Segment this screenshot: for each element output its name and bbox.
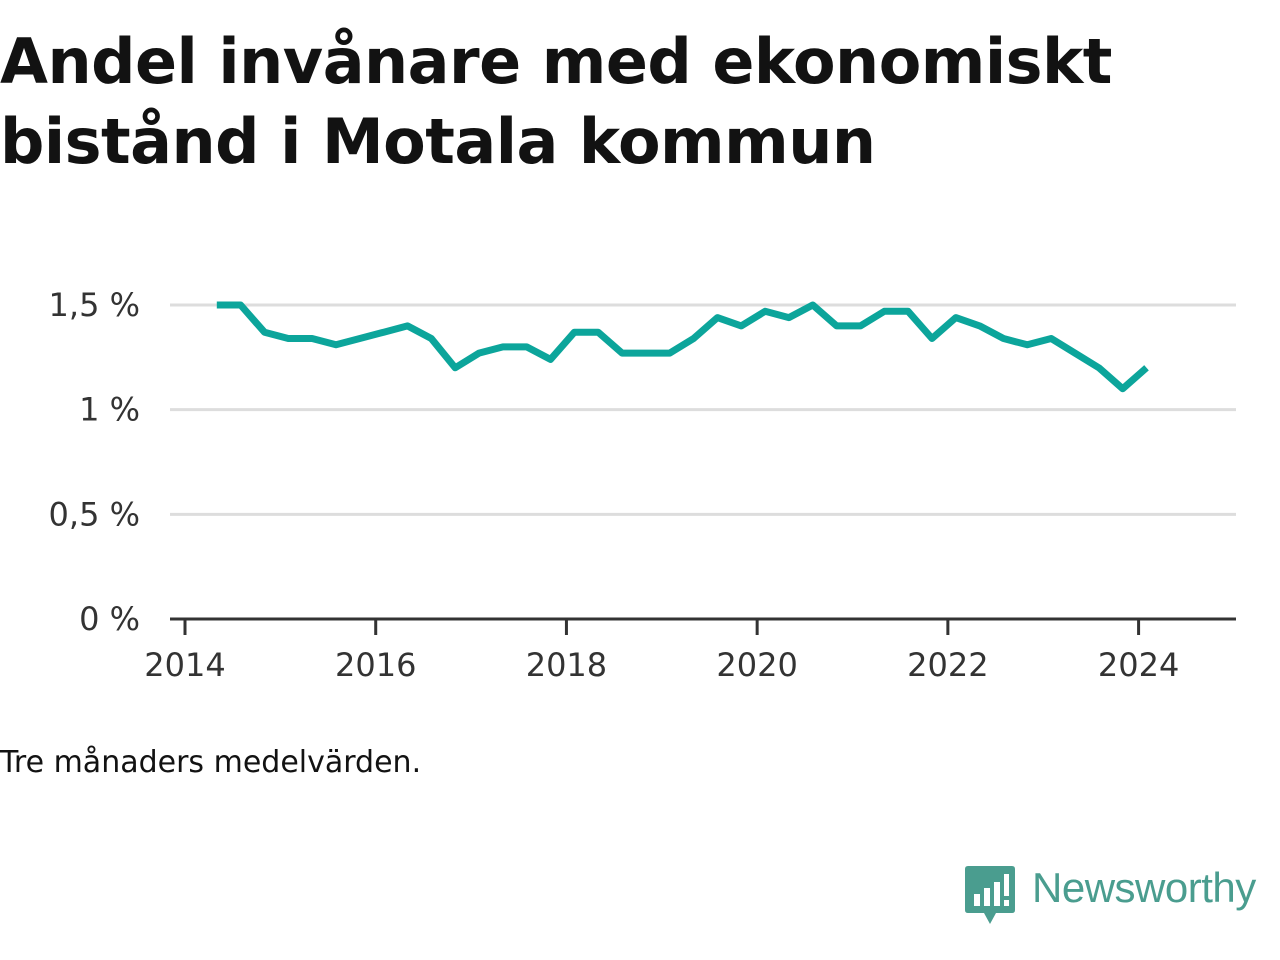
y-tick-label: 1,5 %	[49, 286, 140, 324]
series-line	[216, 301, 1149, 393]
x-tick-label: 2014	[144, 646, 225, 684]
x-tick-label: 2022	[907, 646, 988, 684]
y-tick-label: 0,5 %	[49, 495, 140, 533]
line-chart: 0 % 0,5 % 1 % 1,5 % 2014 2016 2018 2020 2022 202…	[49, 286, 1236, 684]
chart-title: Andel invånare med ekonomiskt bistånd i …	[0, 25, 1112, 178]
bar-chart-speech-bubble-icon	[965, 866, 1015, 924]
brand-name: Newsworthy	[1032, 864, 1256, 911]
x-axis: 2014 2016 2018 2020 2022 2024	[144, 619, 1179, 684]
x-tick-label: 2020	[716, 646, 797, 684]
gridlines	[170, 303, 1236, 516]
y-axis: 0 % 0,5 % 1 % 1,5 %	[49, 286, 140, 638]
brand-logo: Newsworthy	[964, 862, 1276, 928]
x-tick-label: 2018	[526, 646, 607, 684]
chart-note: Tre månaders medelvärden.	[0, 745, 422, 780]
x-tick-label: 2016	[335, 646, 416, 684]
y-tick-label: 0 %	[79, 600, 140, 638]
x-tick-label: 2024	[1098, 646, 1179, 684]
y-tick-label: 1 %	[79, 391, 140, 429]
